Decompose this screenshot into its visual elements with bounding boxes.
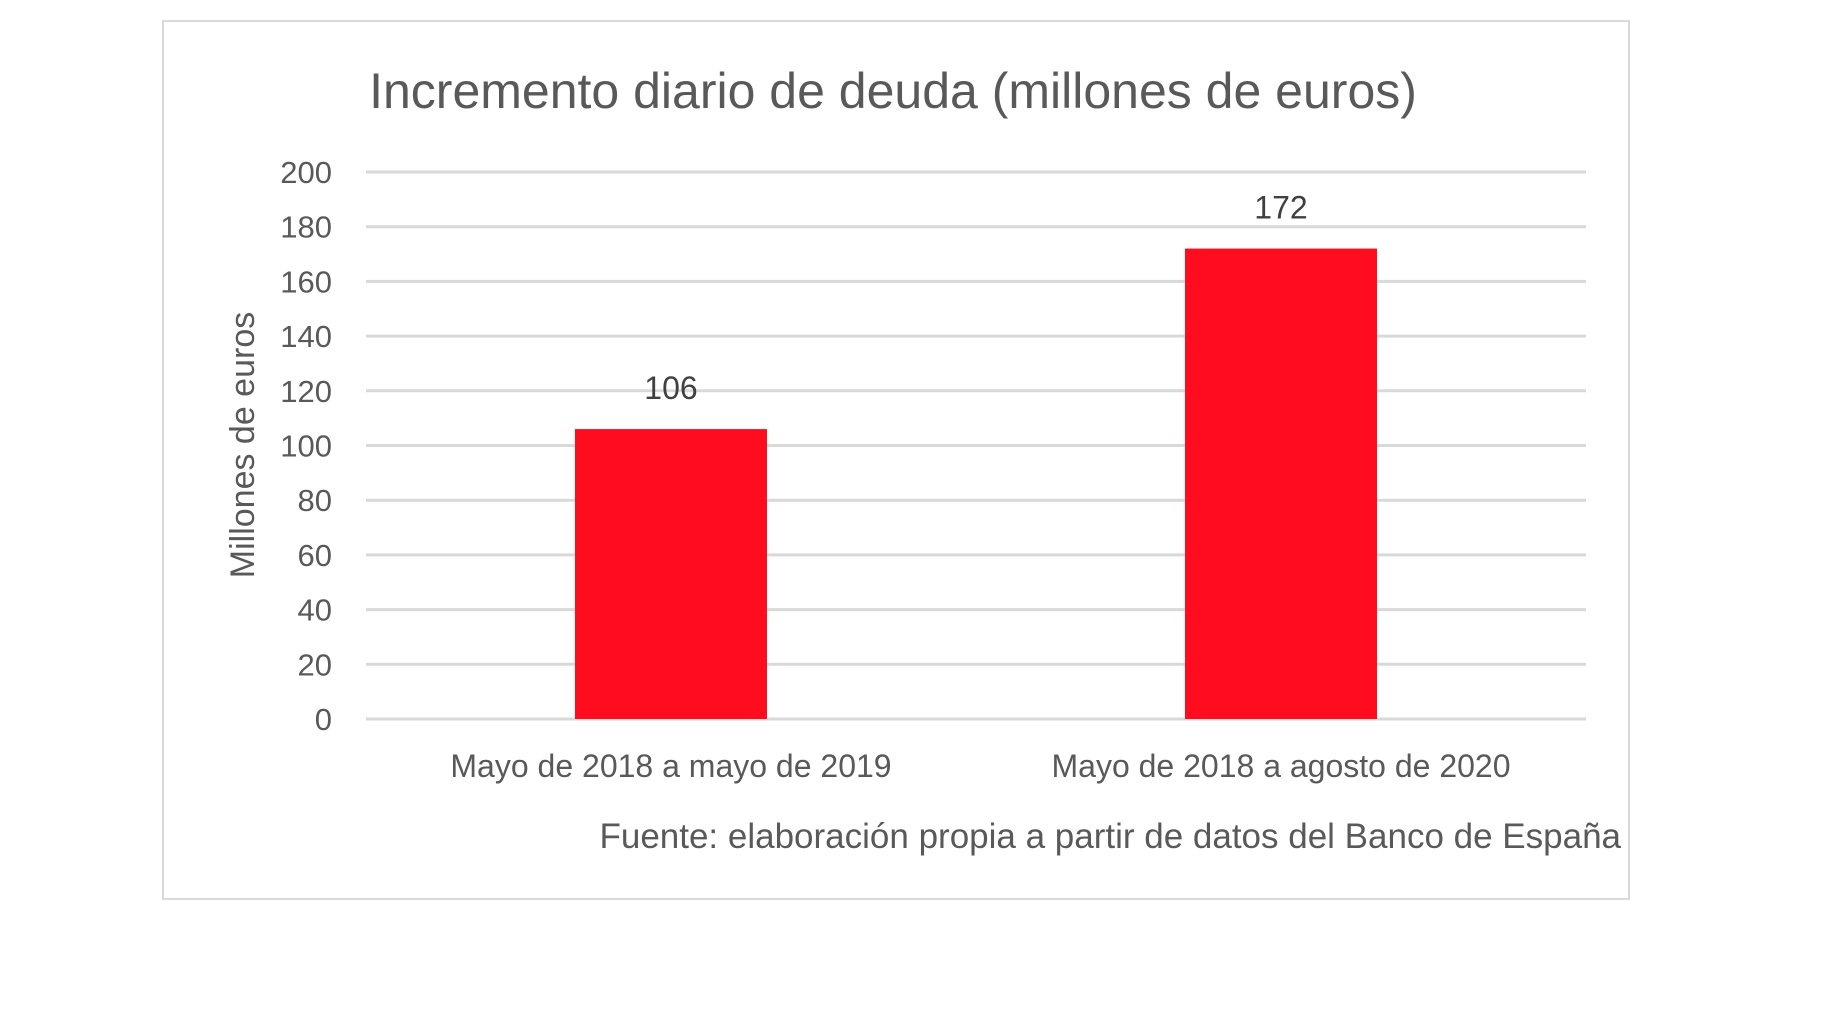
x-axis-categories: Mayo de 2018 a mayo de 2019 Mayo de 2018 … bbox=[450, 748, 1510, 784]
y-tick-label: 180 bbox=[280, 210, 332, 245]
y-tick-label: 120 bbox=[280, 374, 332, 409]
y-tick-label: 140 bbox=[280, 319, 332, 354]
bars bbox=[575, 248, 1377, 719]
data-labels: 106 172 bbox=[644, 190, 1307, 407]
y-axis-label: Millones de euros bbox=[224, 312, 262, 578]
y-tick-label: 100 bbox=[280, 429, 332, 464]
x-category-label: Mayo de 2018 a mayo de 2019 bbox=[450, 748, 891, 784]
bar bbox=[575, 429, 767, 719]
y-tick-label: 200 bbox=[280, 155, 332, 190]
y-tick-label: 0 bbox=[315, 702, 332, 737]
bar-value-label: 106 bbox=[644, 370, 697, 406]
y-tick-label: 60 bbox=[298, 538, 332, 573]
y-tick-label: 80 bbox=[298, 483, 332, 518]
chart-frame bbox=[162, 20, 1630, 900]
y-axis-ticks: 0 20 40 60 80 100 120 140 160 180 200 bbox=[280, 155, 332, 737]
bar-value-label: 172 bbox=[1254, 190, 1307, 226]
chart-title: Incremento diario de deuda (millones de … bbox=[369, 63, 1417, 119]
y-tick-label: 40 bbox=[298, 593, 332, 628]
bar bbox=[1185, 248, 1377, 719]
x-category-label: Mayo de 2018 a agosto de 2020 bbox=[1051, 748, 1510, 784]
y-tick-label: 160 bbox=[280, 264, 332, 299]
source-note: Fuente: elaboración propia a partir de d… bbox=[599, 817, 1621, 856]
y-tick-label: 20 bbox=[298, 647, 332, 682]
gridlines bbox=[366, 170, 1586, 721]
